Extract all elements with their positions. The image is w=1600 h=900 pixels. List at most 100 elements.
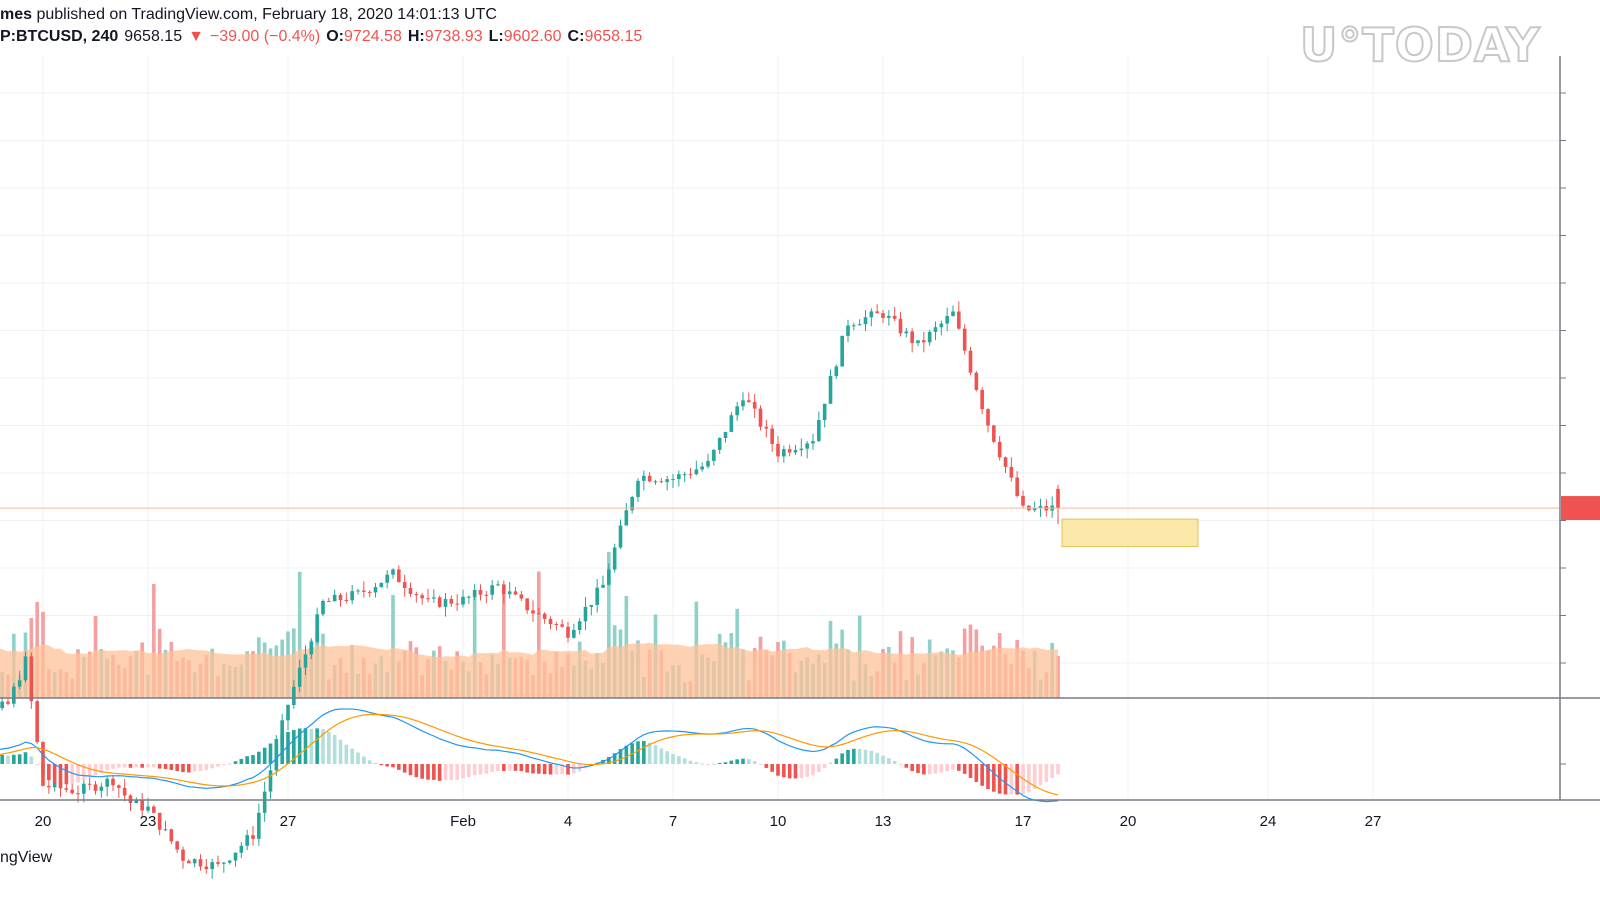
candle-body: [12, 686, 16, 704]
macd-histogram-bar: [216, 764, 220, 767]
candle-body: [204, 866, 209, 870]
candle-body: [898, 318, 903, 334]
macd-histogram-bar: [554, 764, 559, 775]
candle-body: [519, 594, 524, 599]
macd-histogram-bar: [927, 764, 932, 775]
macd-histogram-bar: [974, 764, 979, 782]
candle-body: [875, 311, 879, 314]
macd-histogram-bar: [793, 764, 798, 779]
candle-body: [805, 443, 809, 449]
candle-body: [706, 460, 710, 467]
macd-histogram-bar: [437, 764, 442, 781]
macd-histogram-bar: [362, 756, 366, 764]
macd-histogram-bar: [642, 740, 646, 764]
macd-histogram-bar: [303, 728, 308, 764]
candle-body: [589, 604, 594, 607]
candle-body: [502, 584, 506, 595]
macd-histogram-bar: [391, 764, 395, 768]
macd-histogram-bar: [414, 764, 419, 778]
macd-histogram-bar: [192, 764, 197, 772]
candle-body: [729, 415, 734, 432]
candle-body: [262, 791, 267, 813]
macd-histogram-bar: [327, 731, 331, 764]
volume-bar: [607, 551, 611, 698]
macd-histogram-bar: [35, 764, 39, 765]
candle-body: [799, 448, 804, 451]
candle-body: [904, 331, 909, 334]
macd-histogram-bar: [688, 760, 693, 764]
candle-body: [344, 599, 349, 601]
candle-body: [997, 441, 1002, 458]
macd-histogram-bar: [1038, 764, 1043, 786]
x-axis-label: 13: [875, 813, 892, 830]
macd-histogram-bar: [717, 762, 722, 764]
candle-body: [665, 479, 669, 483]
macd-histogram-bar: [817, 764, 821, 773]
macd-histogram-bar: [455, 764, 459, 780]
macd-histogram-bar: [1027, 764, 1031, 793]
macd-histogram-bar: [472, 764, 477, 776]
candle-body: [747, 400, 751, 403]
macd-histogram-bar: [735, 759, 739, 764]
macd-histogram-bar: [309, 728, 314, 764]
candle-body: [822, 403, 827, 420]
macd-histogram-bar: [262, 747, 267, 764]
macd-histogram-bar: [17, 754, 22, 764]
candle-body: [636, 480, 640, 497]
x-axis-label: 24: [1260, 813, 1277, 830]
symbol-label[interactable]: P:BTCUSD, 240: [0, 28, 119, 45]
candlesticks: [0, 301, 1060, 879]
macd-histogram-bar: [29, 756, 34, 764]
candle-body: [869, 311, 874, 318]
author-name[interactable]: mes: [0, 6, 33, 23]
candle-body: [17, 680, 22, 687]
candle-body: [192, 859, 197, 864]
macd-histogram-bar: [607, 757, 611, 764]
candle-body: [980, 389, 984, 410]
candle-body: [630, 496, 634, 511]
chart-axes: [0, 56, 1600, 801]
candle-body: [461, 596, 465, 605]
macd-histogram-bar: [245, 756, 249, 764]
macd-histogram-bar: [677, 756, 681, 764]
candle-body: [379, 582, 384, 588]
candle-body: [537, 613, 541, 615]
macd-histogram-bar: [490, 764, 494, 773]
macd-histogram-bar: [0, 754, 4, 764]
macd-histogram-bar: [805, 764, 809, 777]
macd-histogram-bar: [881, 755, 885, 764]
macd-histogram-bar: [402, 764, 407, 773]
candle-body: [607, 569, 611, 585]
candle-body: [467, 596, 471, 598]
candle-body: [373, 587, 378, 593]
macd-histogram-bar: [1050, 764, 1054, 778]
macd-histogram-bar: [752, 761, 757, 764]
macd-histogram-bar: [531, 764, 535, 774]
candle-body: [612, 547, 617, 570]
macd-histogram-bar: [332, 734, 337, 764]
candle-body: [513, 591, 518, 595]
macd-histogram-bar: [933, 764, 938, 774]
tradingview-brand[interactable]: ngView: [0, 849, 53, 866]
candle-body: [647, 475, 652, 482]
macd-histogram-bar: [572, 764, 576, 774]
candle-body: [490, 585, 494, 595]
candle-body: [420, 595, 424, 599]
macd-histogram-bar: [834, 758, 839, 764]
last-price-marker: [1561, 496, 1600, 521]
macd-histogram-bar: [1044, 764, 1049, 782]
candle-body: [694, 469, 699, 475]
candle-body: [321, 600, 325, 615]
macd-histogram-bar: [163, 764, 168, 769]
x-axis-label: 17: [1015, 813, 1032, 830]
macd-histogram-bar: [986, 764, 990, 790]
chart-header: mes published on TradingView.com, Februa…: [0, 0, 1600, 73]
candle-body: [239, 845, 244, 853]
close-label: C:: [567, 28, 585, 45]
macd-histogram-bar: [82, 764, 86, 780]
x-axis-label: 10: [770, 813, 787, 830]
macd-histogram-bar: [408, 764, 413, 776]
macd-histogram-bar: [1003, 764, 1008, 795]
candle-body: [910, 331, 914, 344]
